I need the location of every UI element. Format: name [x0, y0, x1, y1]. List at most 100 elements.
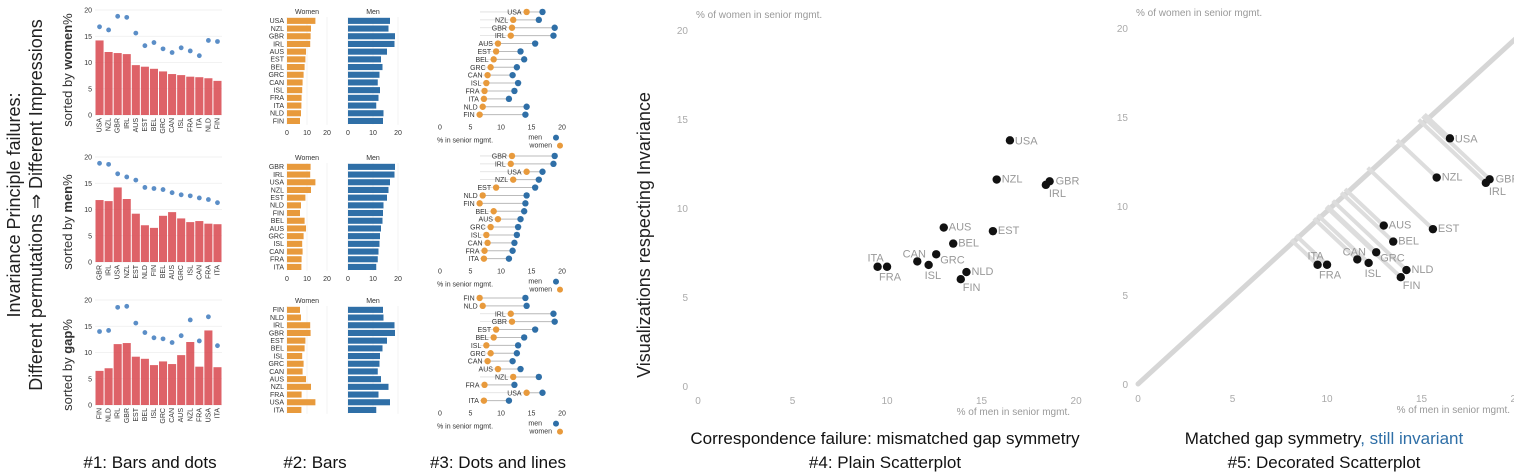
chart-plain-scatterplot: 0 5 10 15 20 0 5 10 15 20 % of women in senior mgm… [677, 10, 1082, 418]
point-label: NLD [971, 266, 993, 278]
dot-women [487, 223, 494, 231]
scatter-point [1313, 260, 1322, 269]
bar-men [348, 87, 380, 94]
category-label: AUS [479, 367, 494, 374]
caption-5-top: Matched gap symmetry, still invariant [1185, 429, 1464, 448]
dot-women [490, 334, 497, 341]
point-label: BEL [958, 238, 979, 250]
bar-women [287, 263, 302, 270]
dot-women [481, 247, 488, 254]
bar-women [287, 33, 311, 40]
bar-men [348, 56, 381, 63]
bar-women [287, 87, 303, 94]
category-label: FIN [273, 307, 284, 314]
bar-women [287, 79, 303, 86]
x-axis-label: % in senior mgmt. [437, 138, 493, 145]
bar-women [287, 322, 311, 329]
category-label: ITA [274, 407, 285, 414]
category-label: GRC [470, 65, 486, 72]
category-label: IRL [273, 323, 284, 330]
dot [124, 14, 130, 20]
dot [106, 161, 112, 167]
point-label: CAN [903, 248, 926, 260]
dot [215, 200, 220, 206]
bar-men [348, 256, 378, 263]
x-axis-label: % of men in senior mgmt. [957, 407, 1070, 418]
dot-women [483, 79, 490, 87]
dot-men [531, 40, 539, 47]
category-label: GBR [269, 330, 284, 337]
category-label: FRA [466, 382, 480, 389]
bar [140, 66, 149, 115]
dot-women [494, 40, 502, 47]
y-axis-label: % of women in senior mgmt. [1136, 8, 1262, 19]
dot-men [550, 32, 557, 39]
dot-women [494, 215, 502, 223]
dot-men [517, 215, 524, 223]
category-label: EST [133, 407, 140, 421]
point-label: GRC [940, 254, 965, 266]
scatter-point [1041, 180, 1051, 190]
gap-line [1294, 233, 1329, 267]
category-label: GBR [269, 34, 284, 41]
bar-men [348, 102, 377, 109]
x-tick-label: 0 [1135, 394, 1141, 405]
y-tick-label: 5 [1122, 291, 1128, 302]
gap-line [1423, 112, 1452, 140]
bar [186, 222, 195, 262]
bar-men [348, 337, 387, 344]
gap-line [1343, 187, 1386, 228]
bar-women [287, 314, 301, 321]
dot-men [514, 79, 522, 87]
dot-men [511, 239, 518, 247]
legend-men-label: men [528, 135, 542, 142]
y-tick-label: 10 [84, 207, 92, 214]
bar [104, 201, 113, 262]
dot [133, 320, 139, 326]
gap-line [1289, 238, 1319, 267]
gap-line [1417, 118, 1488, 185]
category-label: FIN [97, 408, 104, 419]
bar-women [287, 353, 303, 360]
dot [178, 192, 184, 198]
dot-men [550, 160, 557, 168]
bar-women [287, 329, 311, 336]
dot-women [510, 176, 517, 183]
bar-men [348, 179, 390, 186]
y-axis-label: % of women in senior mgmt. [696, 10, 822, 21]
category-label: NLD [464, 303, 478, 310]
scatter-point [1428, 224, 1438, 234]
x-tick-label: 15 [976, 396, 988, 407]
dot-women [507, 160, 514, 168]
point-label: ITA [1307, 251, 1324, 263]
dot [187, 48, 193, 54]
category-label: NLD [270, 203, 284, 210]
category-label: USA [97, 118, 104, 133]
category-label: BEL [271, 346, 284, 353]
category-label: IRL [106, 265, 113, 276]
bar [131, 65, 140, 115]
category-label: ITA [469, 256, 480, 263]
x-tick-label: 10 [369, 130, 377, 137]
category-label: FIN [463, 201, 474, 208]
header-men: Men [366, 155, 380, 162]
category-label: FRA [466, 88, 480, 95]
x-tick-label: 5 [469, 411, 473, 418]
x-tick-label: 15 [528, 411, 536, 418]
category-label: ISL [273, 353, 284, 360]
bar-women [287, 202, 301, 209]
dot-women [480, 397, 488, 404]
bar-women [287, 40, 311, 47]
bar-men [348, 391, 379, 398]
x-tick-label: 0 [438, 125, 442, 132]
category-label: CAN [269, 369, 284, 376]
x-tick-label: 10 [497, 269, 505, 276]
dot-women [484, 357, 491, 365]
category-label: BEL [271, 64, 284, 71]
point-label: EST [1438, 223, 1460, 235]
dot [178, 45, 184, 51]
category-label: BEL [271, 218, 284, 225]
dot-women [510, 16, 517, 24]
category-label: BEL [142, 408, 149, 421]
bar-women [287, 210, 300, 217]
